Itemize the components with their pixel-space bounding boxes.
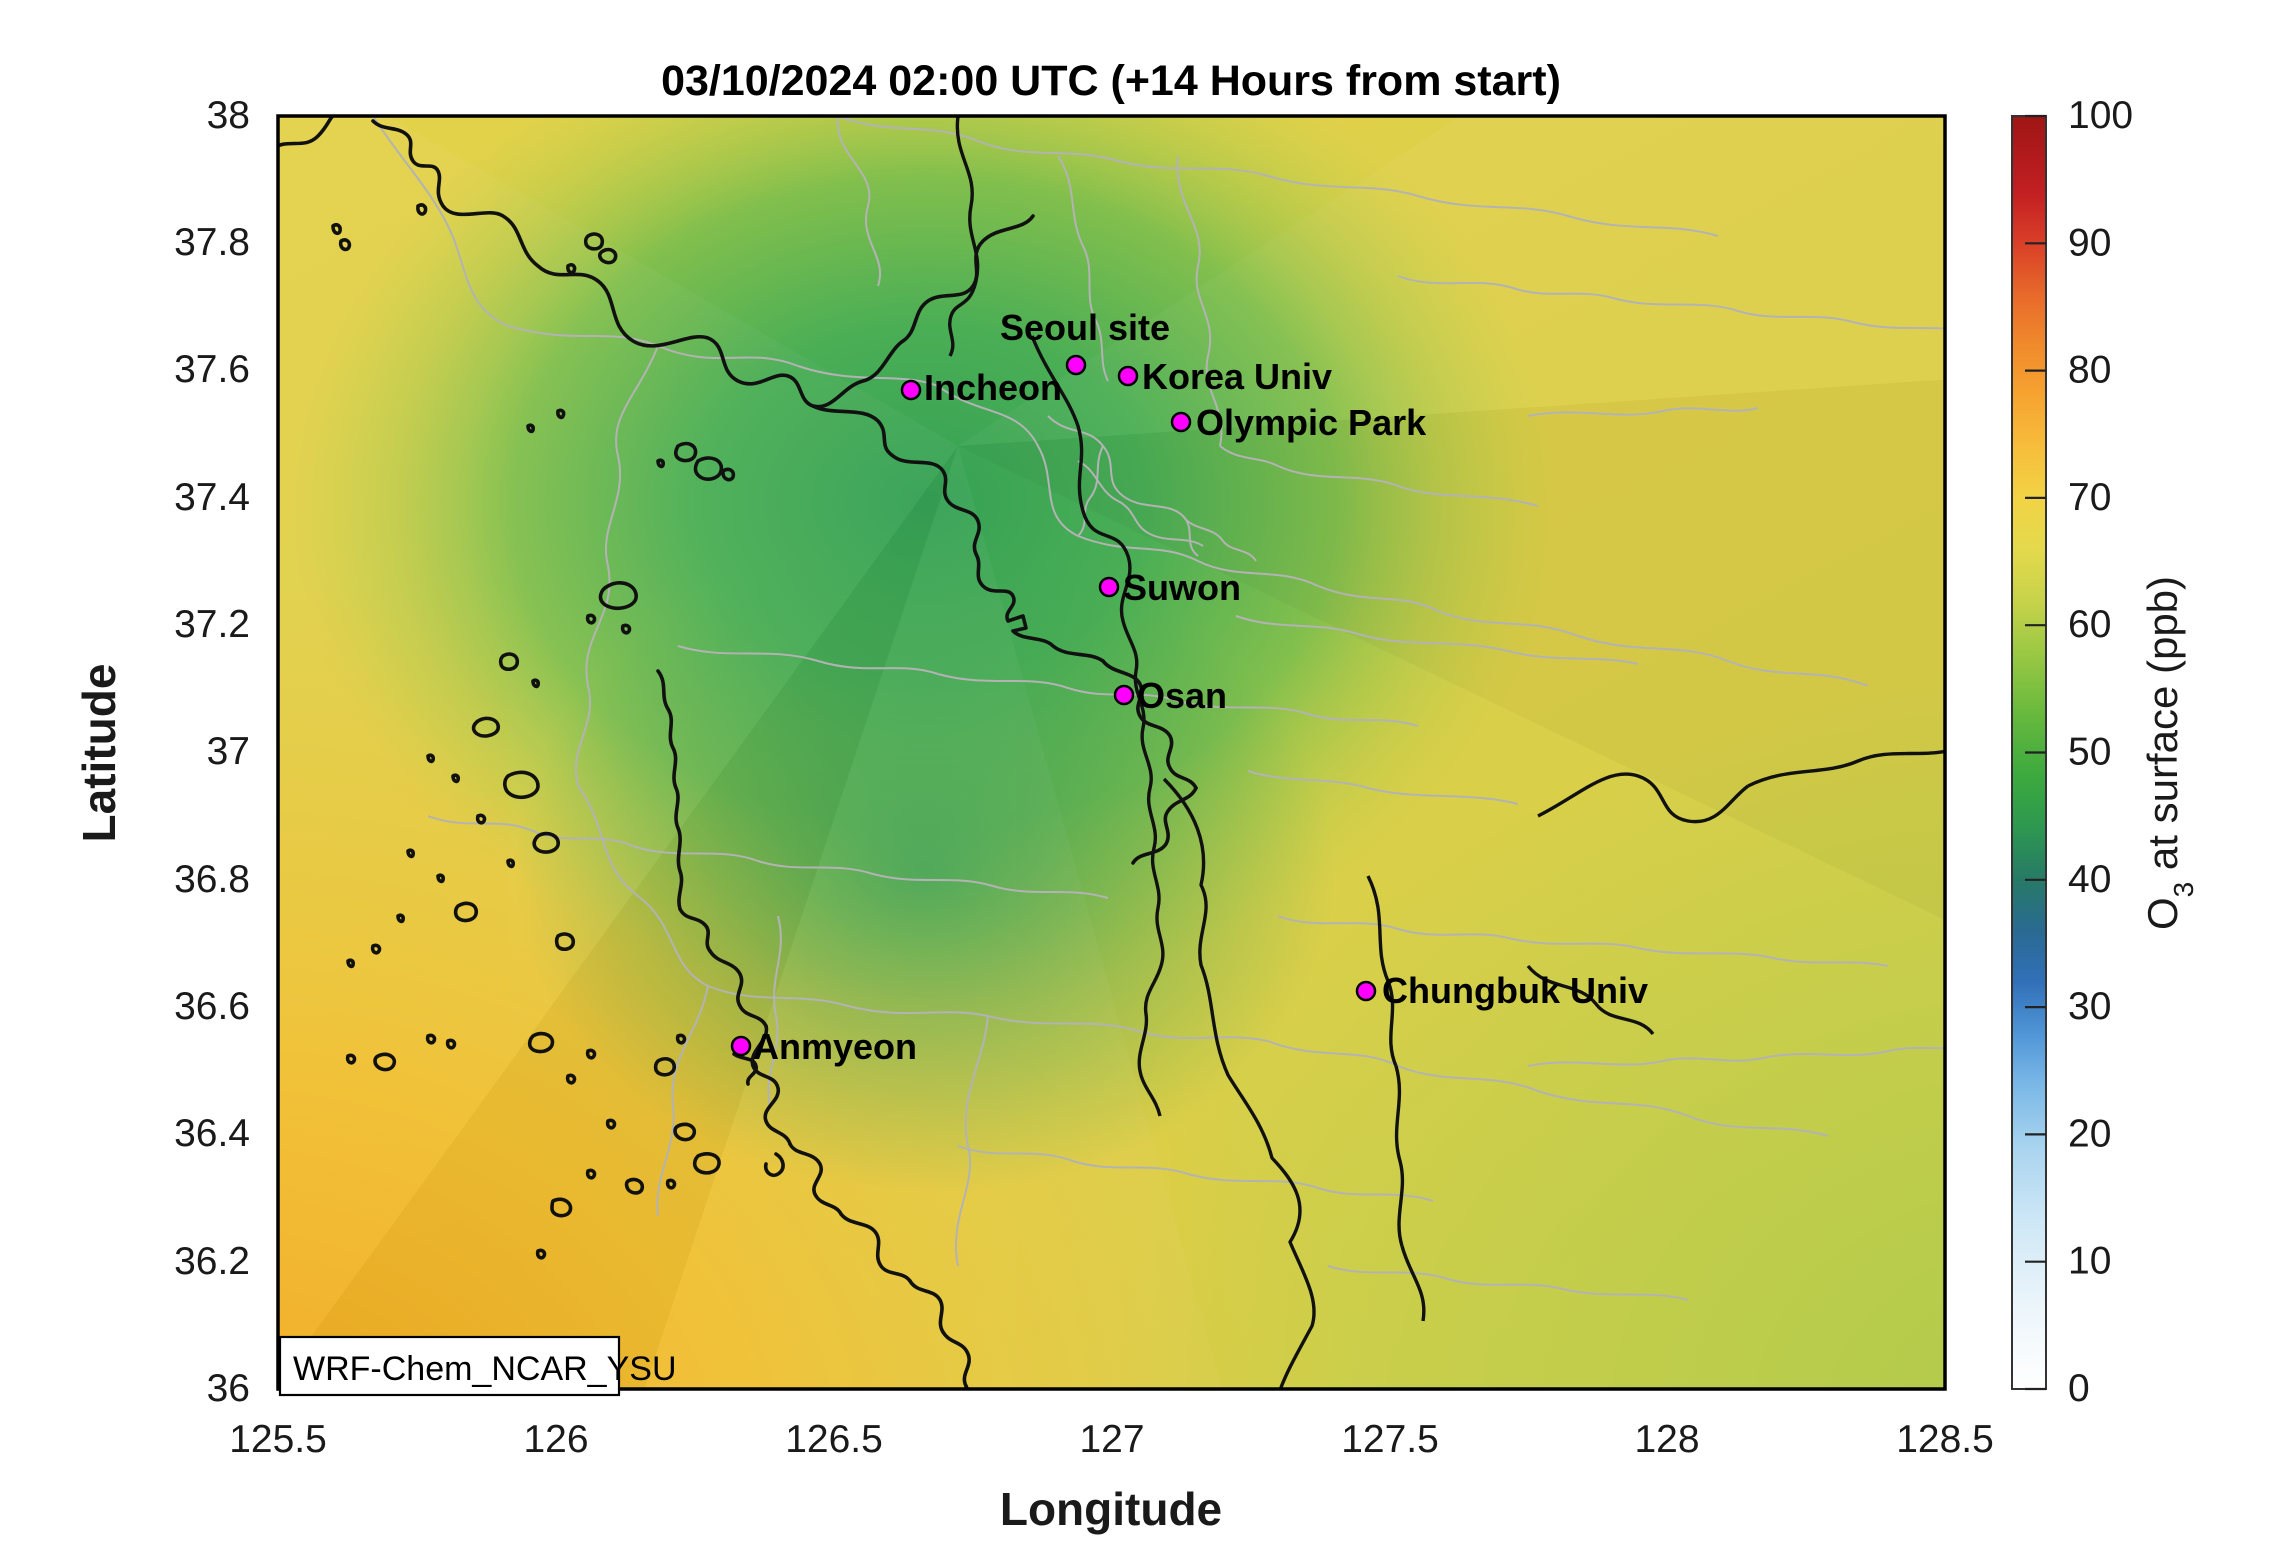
svg-text:126.5: 126.5 xyxy=(785,1418,883,1461)
svg-text:38: 38 xyxy=(207,94,250,137)
svg-text:Olympic Park: Olympic Park xyxy=(1196,402,1427,443)
svg-text:Korea Univ: Korea Univ xyxy=(1142,356,1332,397)
svg-text:37.2: 37.2 xyxy=(174,603,250,646)
svg-text:Longitude: Longitude xyxy=(1000,1483,1222,1535)
svg-text:37: 37 xyxy=(207,730,250,773)
svg-text:37.8: 37.8 xyxy=(174,221,250,264)
svg-text:Latitude: Latitude xyxy=(73,664,125,843)
svg-text:30: 30 xyxy=(2068,985,2111,1028)
svg-text:37.6: 37.6 xyxy=(174,348,250,391)
svg-text:90: 90 xyxy=(2068,221,2111,264)
svg-text:100: 100 xyxy=(2068,94,2133,137)
svg-text:128.5: 128.5 xyxy=(1896,1418,1994,1461)
svg-text:36.2: 36.2 xyxy=(174,1240,250,1283)
svg-text:36.8: 36.8 xyxy=(174,858,250,901)
svg-text:36: 36 xyxy=(207,1367,250,1410)
svg-text:80: 80 xyxy=(2068,349,2111,392)
svg-text:40: 40 xyxy=(2068,858,2111,901)
svg-text:50: 50 xyxy=(2068,731,2111,774)
svg-text:36.4: 36.4 xyxy=(174,1112,250,1155)
svg-text:60: 60 xyxy=(2068,603,2111,646)
svg-text:36.6: 36.6 xyxy=(174,985,250,1028)
svg-text:128: 128 xyxy=(1634,1418,1699,1461)
svg-text:20: 20 xyxy=(2068,1112,2111,1155)
svg-text:Suwon: Suwon xyxy=(1123,567,1241,608)
svg-text:125.5: 125.5 xyxy=(229,1418,327,1461)
svg-text:Osan: Osan xyxy=(1137,675,1227,716)
svg-text:37.4: 37.4 xyxy=(174,476,250,519)
svg-text:O3 at surface (ppb): O3 at surface (ppb) xyxy=(2139,576,2199,930)
svg-text:WRF-Chem_NCAR_YSU: WRF-Chem_NCAR_YSU xyxy=(293,1350,677,1388)
svg-text:Incheon: Incheon xyxy=(924,367,1062,408)
svg-text:0: 0 xyxy=(2068,1367,2090,1410)
svg-text:127.5: 127.5 xyxy=(1341,1418,1439,1461)
svg-text:126: 126 xyxy=(523,1418,588,1461)
svg-text:70: 70 xyxy=(2068,476,2111,519)
svg-text:Chungbuk Univ: Chungbuk Univ xyxy=(1382,970,1648,1011)
svg-text:10: 10 xyxy=(2068,1240,2111,1283)
svg-text:127: 127 xyxy=(1079,1418,1144,1461)
svg-text:03/10/2024 02:00 UTC (+14 Hour: 03/10/2024 02:00 UTC (+14 Hours from sta… xyxy=(661,57,1561,105)
svg-text:Anmyeon: Anmyeon xyxy=(753,1026,917,1067)
svg-text:Seoul site: Seoul site xyxy=(1000,307,1170,348)
